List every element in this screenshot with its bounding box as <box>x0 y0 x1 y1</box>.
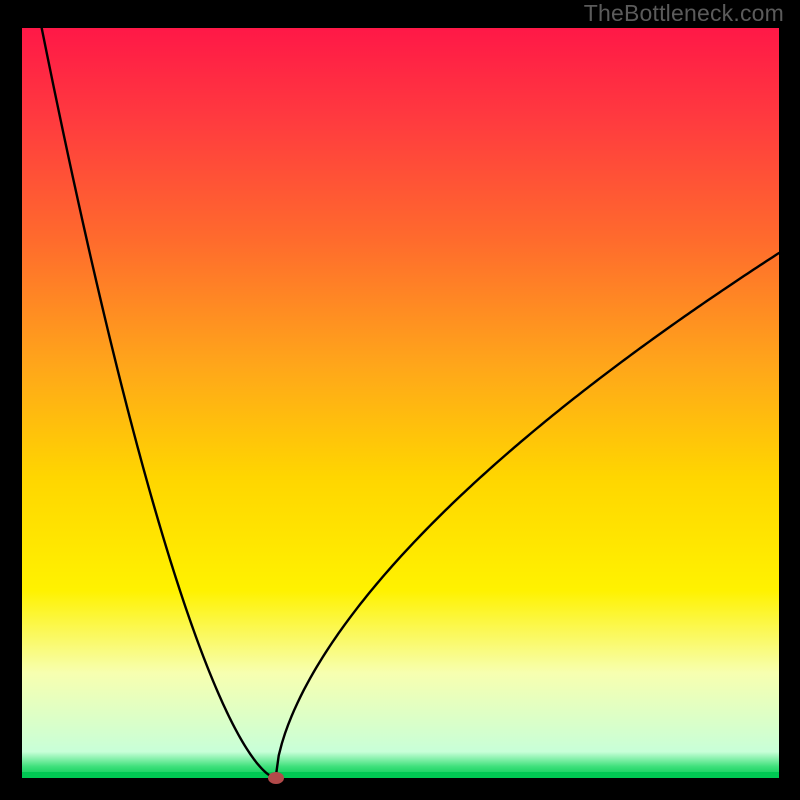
chart-stage: TheBottleneck.com <box>0 0 800 800</box>
bottleneck-curve <box>22 28 779 778</box>
plot-area <box>22 28 779 778</box>
curve-path <box>42 28 779 778</box>
attribution-text: TheBottleneck.com <box>584 0 784 27</box>
minimum-marker <box>268 772 284 784</box>
